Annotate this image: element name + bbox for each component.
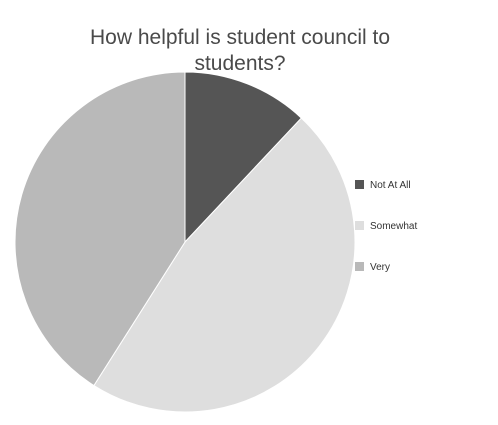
pie-slice-very [14,71,186,387]
pie-slice-not-at-all [184,71,303,244]
pie-slice-somewhat [93,117,356,413]
legend-item-very: Very [355,262,390,273]
legend-swatch-not-at-all [355,180,364,189]
legend-item-somewhat: Somewhat [355,221,417,232]
legend-item-not-at-all: Not At All [355,180,411,191]
legend-swatch-very [355,262,364,271]
legend: Not At All Somewhat Very [355,180,417,273]
chart-title-line-2: students? [194,52,285,75]
legend-label-not-at-all: Not At All [370,180,411,191]
legend-label-very: Very [370,262,390,273]
legend-swatch-somewhat [355,221,364,230]
chart-title-line-1: How helpful is student council to [90,26,390,49]
chart-title: How helpful is student council to studen… [90,26,390,75]
legend-label-somewhat: Somewhat [370,221,417,232]
pie-slices [14,71,356,413]
